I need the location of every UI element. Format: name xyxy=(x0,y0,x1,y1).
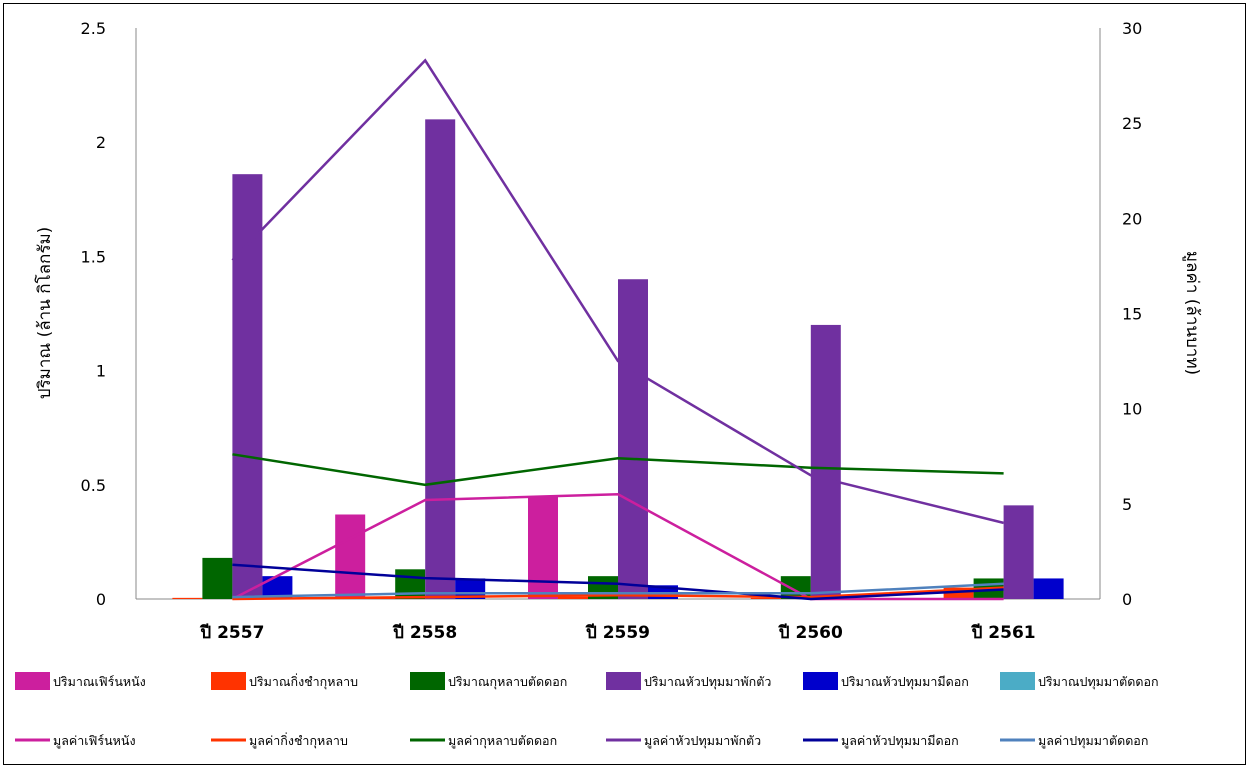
bar xyxy=(425,119,456,600)
bar xyxy=(262,576,293,599)
left-tick-label: 0 xyxy=(96,590,106,609)
legend-label: มูลค่าปทุมมาตัดดอก xyxy=(1038,733,1148,749)
right-tick-labels: 0 5 10 15 20 25 30 xyxy=(1122,19,1142,609)
legend-label: ปริมาณปทุมมาตัดดอก xyxy=(1038,674,1159,690)
bar xyxy=(1033,578,1064,599)
legend-label: มูลค่าหัวปทุมมามีดอก xyxy=(841,733,959,749)
category-label: ปี 2560 xyxy=(778,622,843,643)
right-tick-label: 30 xyxy=(1122,19,1142,38)
legend-swatch xyxy=(15,672,50,690)
legend-label: มูลค่ากุหลาบตัดดอก xyxy=(448,733,557,749)
left-tick-label: 0.5 xyxy=(81,476,106,495)
series-line xyxy=(232,453,1004,487)
legend: ปริมาณเฟิร์นหนัง ปริมาณกิ่งชำกุหลาบ ปริมาณ… xyxy=(15,672,1159,749)
series-line xyxy=(232,563,1004,601)
left-tick-label: 1 xyxy=(96,362,106,381)
bar xyxy=(943,587,974,599)
bar xyxy=(810,324,841,599)
right-tick-label: 10 xyxy=(1122,400,1142,419)
left-axis-label: ปริมาณ (ล้าน กิโลกรัม) xyxy=(34,227,55,400)
category-label: ปี 2559 xyxy=(585,622,650,643)
left-tick-label: 2 xyxy=(96,133,106,152)
bar xyxy=(335,514,366,599)
line-marks xyxy=(231,58,1004,601)
legend-label: ปริมาณกิ่งชำกุหลาบ xyxy=(249,673,358,690)
left-tick-labels: 0 0.5 1 1.5 2 2.5 xyxy=(81,19,106,609)
bar xyxy=(528,496,558,599)
bar xyxy=(172,597,203,599)
right-tick-label: 0 xyxy=(1122,590,1132,609)
legend-swatch xyxy=(803,672,838,690)
bar xyxy=(232,174,263,599)
category-label: ปี 2558 xyxy=(392,622,457,643)
left-tick-label: 2.5 xyxy=(81,19,106,38)
bar xyxy=(202,557,233,599)
legend-label: ปริมาณหัวปทุมมาพักตัว xyxy=(644,674,771,690)
legend-swatch xyxy=(1000,672,1035,690)
legend-swatch xyxy=(410,672,445,690)
legend-swatch xyxy=(606,672,641,690)
series-line xyxy=(231,58,1004,525)
right-axis-label: มูลค่า (ล้านบาท) xyxy=(1182,251,1202,375)
right-tick-label: 5 xyxy=(1122,495,1132,514)
legend-label: มูลค่าหัวปทุมมาพักตัว xyxy=(644,733,761,749)
category-label: ปี 2557 xyxy=(200,622,265,643)
category-label: ปี 2561 xyxy=(971,622,1036,643)
bar xyxy=(1003,505,1034,599)
bar xyxy=(558,596,588,599)
left-tick-label: 1.5 xyxy=(81,247,106,266)
series-line xyxy=(232,586,1004,601)
right-tick-label: 20 xyxy=(1122,209,1142,228)
series-line xyxy=(231,493,1004,601)
legend-label: มูลค่าเฟิร์นหนัง xyxy=(53,733,136,749)
series-line xyxy=(232,582,1004,599)
legend-label: มูลค่ากิ่งชำกุหลาบ xyxy=(249,732,348,749)
legend-label: ปริมาณเฟิร์นหนัง xyxy=(53,674,146,689)
right-tick-label: 25 xyxy=(1122,114,1142,133)
category-labels: ปี 2557 ปี 2558 ปี 2559 ปี 2560 ปี 2561 xyxy=(200,622,1036,643)
legend-label: ปริมาณหัวปทุมมามีดอก xyxy=(841,674,969,690)
legend-label: ปริมาณกุหลาบตัดดอก xyxy=(448,674,567,690)
bar xyxy=(750,597,781,599)
right-tick-label: 15 xyxy=(1122,305,1142,324)
bar xyxy=(618,279,648,599)
legend-swatch xyxy=(211,672,246,690)
